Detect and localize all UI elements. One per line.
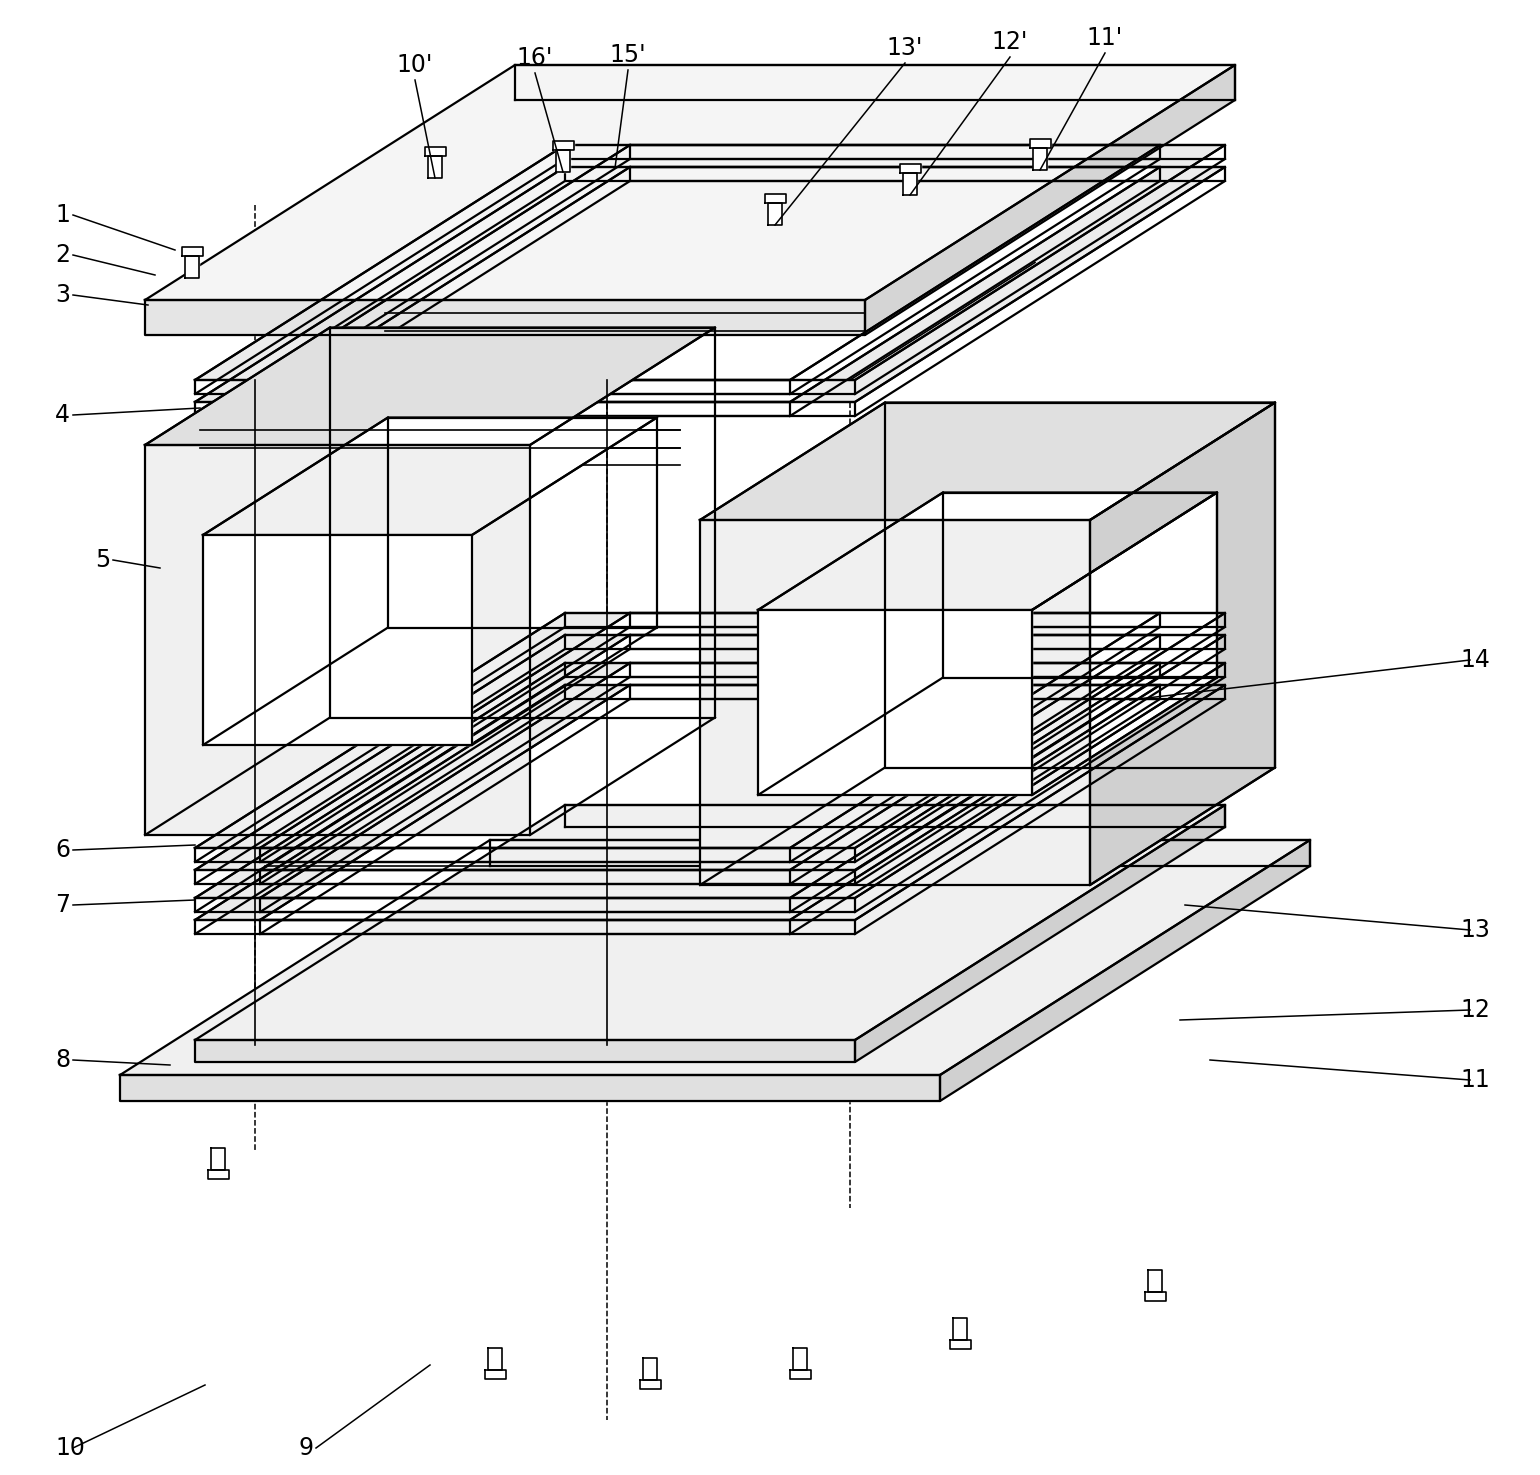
Text: 12': 12': [992, 30, 1029, 55]
Polygon shape: [196, 145, 1224, 381]
Polygon shape: [208, 1170, 228, 1179]
Polygon shape: [196, 1040, 855, 1062]
Polygon shape: [145, 65, 1235, 299]
Polygon shape: [196, 684, 1224, 920]
Polygon shape: [701, 521, 1090, 885]
Polygon shape: [790, 1370, 810, 1379]
Text: 5: 5: [95, 549, 111, 572]
Polygon shape: [485, 1370, 505, 1379]
Polygon shape: [553, 142, 573, 150]
Polygon shape: [196, 662, 1224, 898]
Polygon shape: [145, 327, 715, 445]
Polygon shape: [1032, 493, 1217, 795]
Text: 11: 11: [1460, 1068, 1491, 1092]
Text: 10': 10': [397, 53, 433, 77]
Polygon shape: [120, 1075, 939, 1100]
Polygon shape: [425, 148, 445, 156]
Text: 11': 11': [1087, 27, 1123, 50]
Polygon shape: [855, 805, 1224, 1062]
Text: 8: 8: [55, 1049, 71, 1072]
Polygon shape: [260, 145, 1160, 381]
Polygon shape: [196, 614, 1224, 848]
Text: 13': 13': [887, 35, 922, 60]
Polygon shape: [1144, 1292, 1166, 1301]
Polygon shape: [1030, 139, 1050, 148]
Polygon shape: [953, 1319, 967, 1339]
Polygon shape: [185, 257, 199, 277]
Polygon shape: [260, 684, 1160, 920]
Polygon shape: [899, 164, 921, 173]
Text: 15': 15': [610, 43, 647, 66]
Polygon shape: [145, 445, 530, 835]
Polygon shape: [768, 204, 782, 226]
Polygon shape: [196, 805, 1224, 1040]
Polygon shape: [203, 417, 658, 535]
Polygon shape: [764, 195, 785, 204]
Polygon shape: [196, 636, 1224, 870]
Text: 4: 4: [55, 403, 69, 426]
Polygon shape: [793, 1348, 807, 1370]
Polygon shape: [145, 299, 865, 335]
Text: 14: 14: [1460, 648, 1491, 673]
Text: 10: 10: [55, 1437, 85, 1460]
Polygon shape: [260, 662, 1160, 898]
Polygon shape: [1090, 403, 1275, 885]
Polygon shape: [260, 167, 1160, 403]
Polygon shape: [260, 636, 1160, 870]
Polygon shape: [556, 150, 570, 173]
Polygon shape: [644, 1358, 658, 1381]
Text: 3: 3: [55, 283, 69, 307]
Polygon shape: [260, 614, 1160, 848]
Polygon shape: [950, 1339, 970, 1350]
Polygon shape: [120, 839, 1311, 1075]
Polygon shape: [182, 246, 202, 257]
Text: 13: 13: [1460, 917, 1491, 943]
Polygon shape: [758, 611, 1032, 795]
Polygon shape: [488, 1348, 502, 1370]
Text: 9: 9: [299, 1437, 313, 1460]
Text: 16': 16': [517, 46, 553, 69]
Text: 2: 2: [55, 243, 69, 267]
Polygon shape: [939, 839, 1311, 1100]
Polygon shape: [1147, 1270, 1163, 1292]
Polygon shape: [639, 1381, 661, 1389]
Polygon shape: [758, 493, 1217, 611]
Text: 6: 6: [55, 838, 69, 861]
Polygon shape: [1033, 148, 1047, 170]
Polygon shape: [902, 173, 916, 195]
Text: 7: 7: [55, 892, 69, 917]
Polygon shape: [211, 1148, 225, 1170]
Polygon shape: [196, 167, 1224, 403]
Polygon shape: [701, 403, 1275, 521]
Polygon shape: [203, 535, 471, 745]
Text: 12: 12: [1460, 999, 1491, 1022]
Polygon shape: [865, 65, 1235, 335]
Polygon shape: [428, 156, 442, 178]
Text: 1: 1: [55, 204, 69, 227]
